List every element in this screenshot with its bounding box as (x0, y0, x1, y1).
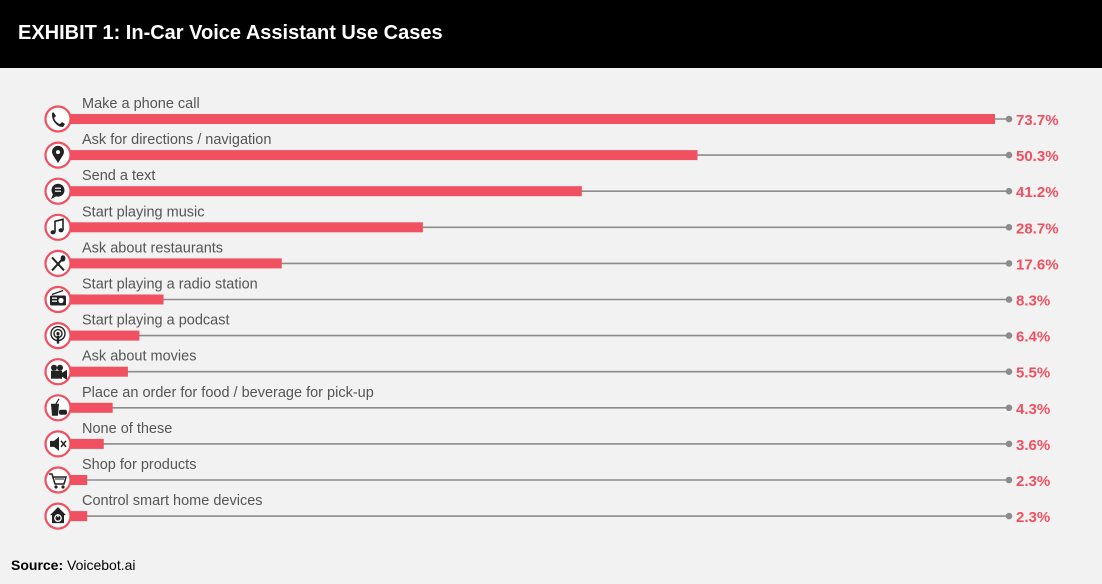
row-end-dot (1005, 187, 1013, 195)
bar (58, 186, 582, 197)
source-value: Voicebot.ai (67, 557, 136, 573)
value-label: 6.4% (1016, 329, 1050, 346)
chart-title: EXHIBIT 1: In-Car Voice Assistant Use Ca… (18, 22, 443, 44)
bar-row: Ask for directions / navigation 50.3% (44, 132, 1059, 169)
movie-camera-icon (44, 358, 72, 386)
category-label: Start playing music (82, 204, 205, 220)
value-label: 73.7% (1016, 112, 1059, 129)
bar (58, 511, 88, 522)
bar-row: None of these 3.6% (44, 421, 1050, 458)
podcast-icon (44, 322, 72, 350)
fork-knife-icon (44, 249, 72, 277)
value-label: 5.5% (1016, 365, 1050, 382)
value-label: 3.6% (1016, 437, 1050, 454)
takeout-food-icon (44, 394, 72, 422)
bar (58, 114, 995, 124)
bar-row: Ask about movies 5.5% (44, 349, 1050, 386)
bar (58, 258, 282, 269)
row-end-dot (1005, 296, 1013, 303)
bar (58, 222, 423, 233)
value-label: 17.6% (1016, 256, 1059, 273)
bar (58, 366, 128, 377)
header-bar: EXHIBIT 1: In-Car Voice Assistant Use Ca… (0, 0, 1102, 68)
bar-row: Start playing a podcast 6.4% (44, 313, 1050, 350)
bar (58, 294, 164, 305)
value-label: 4.3% (1016, 401, 1050, 418)
bar-row: Place an order for food / beverage for p… (44, 385, 1050, 422)
row-end-dot (1005, 224, 1013, 231)
row-end-dot (1005, 368, 1013, 376)
row-end-dot (1005, 440, 1013, 448)
value-label: 28.7% (1016, 220, 1059, 237)
source-note: Source: Voicebot.ai (11, 557, 136, 573)
bar-row: Control smart home devices 2.3% (44, 493, 1050, 530)
shopping-cart-icon (44, 466, 72, 494)
category-label: Start playing a podcast (82, 313, 230, 329)
value-label: 50.3% (1016, 148, 1059, 165)
bar (58, 402, 113, 413)
chat-bubble-icon (44, 177, 72, 205)
category-label: Ask for directions / navigation (82, 132, 271, 148)
value-label: 41.2% (1016, 184, 1059, 201)
bar (58, 150, 698, 161)
row-end-dot (1005, 260, 1013, 267)
category-label: Make a phone call (82, 96, 200, 112)
row-end-dot (1005, 512, 1013, 520)
category-label: Ask about restaurants (82, 240, 223, 256)
value-label: 8.3% (1016, 293, 1050, 310)
music-note-icon (44, 213, 72, 241)
row-end-dot (1005, 404, 1013, 412)
bar-row: Send a text 41.2% (44, 168, 1059, 205)
row-end-dot (1005, 476, 1013, 484)
category-label: Place an order for food / beverage for p… (82, 385, 374, 401)
category-label: Start playing a radio station (82, 277, 258, 293)
source-label: Source: (11, 557, 64, 573)
location-pin-icon (44, 141, 72, 169)
phone-icon (44, 105, 72, 133)
row-end-dot (1005, 151, 1013, 159)
row-end-dot (1005, 332, 1013, 339)
value-label: 2.3% (1016, 473, 1050, 490)
bar-row: Make a phone call 73.7% (44, 96, 1059, 133)
bar-row: Start playing music 28.7% (44, 204, 1059, 241)
category-label: Send a text (82, 168, 155, 184)
mute-icon (44, 430, 72, 458)
radio-icon (44, 285, 72, 314)
bar (58, 475, 88, 485)
bar-row: Ask about restaurants 17.6% (44, 240, 1059, 277)
smart-home-icon (44, 502, 72, 530)
category-label: Control smart home devices (82, 493, 263, 509)
category-label: Shop for products (82, 457, 196, 473)
bar (58, 330, 140, 341)
bar-row: Shop for products 2.3% (44, 457, 1050, 494)
row-end-dot (1005, 115, 1013, 123)
category-label: Ask about movies (82, 349, 196, 365)
bar-chart: Make a phone call 73.7% Ask for directions… (44, 96, 1059, 530)
category-label: None of these (82, 421, 172, 437)
bar (58, 438, 104, 449)
value-label: 2.3% (1016, 509, 1050, 526)
bar-row: Start playing a radio station 8.3% (44, 277, 1050, 314)
